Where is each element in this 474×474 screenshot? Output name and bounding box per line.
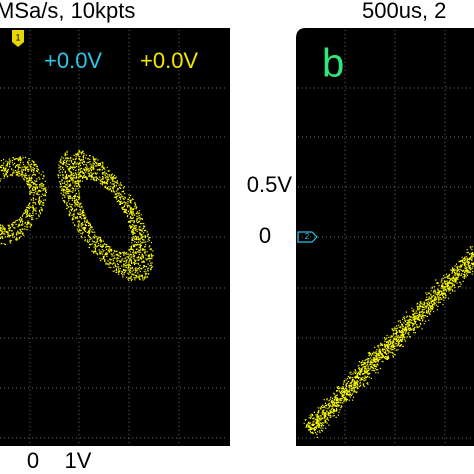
- right-header: 500us, 2: [362, 0, 446, 23]
- y-label: 0.5V: [247, 172, 293, 197]
- right-scope-screen: [296, 28, 474, 446]
- channel-marker-label: 1: [15, 32, 20, 42]
- readout: +0.0V: [140, 48, 198, 73]
- grid: [0, 30, 474, 444]
- x-label: 0: [27, 448, 39, 473]
- signal-trace: [0, 149, 154, 282]
- x-label: 1V: [65, 448, 92, 473]
- left-scope-screen: [0, 28, 230, 446]
- y-label: 0: [259, 223, 271, 248]
- channel-marker-label: 2: [305, 232, 310, 241]
- signal-trace: [303, 246, 474, 438]
- channel-marker: [297, 231, 318, 243]
- channel-marker: [12, 30, 24, 47]
- readout: +0.0V: [44, 48, 102, 73]
- panel-label: b: [322, 42, 344, 86]
- left-header: MSa/s, 10kpts: [0, 0, 135, 23]
